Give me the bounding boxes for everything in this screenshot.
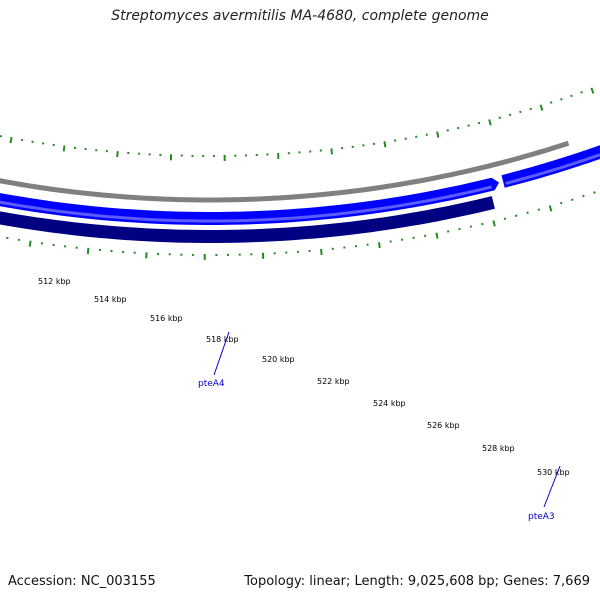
ruler-label: 528 kbp <box>482 444 515 453</box>
outer-tick-ring <box>0 87 595 161</box>
ruler-tick-mark <box>515 214 518 217</box>
outer-tick-mark <box>62 145 66 152</box>
ruler-label: 522 kbp <box>317 377 350 386</box>
gene-label-leader <box>543 465 561 508</box>
outer-tick-mark <box>508 113 512 117</box>
outer-track <box>0 140 570 203</box>
ruler-tick-mark <box>28 240 32 247</box>
reverse-gene-block[interactable] <box>0 195 495 243</box>
outer-tick-mark <box>560 97 563 101</box>
outer-tick-mark <box>116 151 119 158</box>
ruler-label: 530 kbp <box>537 468 570 477</box>
outer-tick-mark <box>9 137 13 144</box>
gene-label-ptea3[interactable]: pteA3 <box>528 512 555 522</box>
outer-tick-mark <box>519 110 522 114</box>
ruler-tick-mark <box>548 205 553 212</box>
outer-tick-mark <box>549 101 553 104</box>
ruler-tick-mark <box>593 191 596 194</box>
gene-label-leader <box>213 331 230 376</box>
forward-gene-highlight <box>0 185 493 223</box>
ruler-label: 516 kbp <box>150 314 183 323</box>
ruler-tick-ring <box>6 191 596 260</box>
outer-tick-mark <box>590 87 595 94</box>
accession-text: Accession: NC_003155 <box>8 574 156 589</box>
ruler-tick-mark <box>492 220 496 227</box>
ruler-labels: 512 kbp 514 kbp 516 kbp 518 kbp 520 kbp … <box>38 277 570 477</box>
ruler-label: 524 kbp <box>373 399 406 408</box>
outer-tick-mark <box>467 124 470 127</box>
outer-tick-mark <box>570 94 573 98</box>
outer-tick-mark <box>446 129 449 132</box>
ruler-tick-mark <box>378 242 381 249</box>
ruler-tick-mark <box>526 211 529 214</box>
outer-tick-mark <box>539 104 544 111</box>
ruler-tick-mark <box>435 232 439 239</box>
outer-tick-mark <box>330 148 333 155</box>
genome-summary-text: Topology: linear; Length: 9,025,608 bp; … <box>244 574 590 589</box>
ruler-tick-mark <box>537 208 541 211</box>
ruler-label: 514 kbp <box>94 295 127 304</box>
outer-tick-mark <box>436 131 440 138</box>
forward-gene-highlight <box>505 153 600 185</box>
map-title: Streptomyces avermitilis MA-4680, comple… <box>111 8 489 24</box>
forward-gene-arrow[interactable] <box>0 177 500 225</box>
outer-tick-mark <box>477 121 481 125</box>
ruler-tick-mark <box>582 194 585 198</box>
outer-tick-mark <box>498 116 501 119</box>
outer-tick-mark <box>488 119 492 126</box>
outer-tick-mark <box>383 141 387 148</box>
ruler-tick-mark <box>320 248 323 255</box>
ruler-label: 526 kbp <box>427 421 460 430</box>
ruler-label: 518 kbp <box>206 335 239 344</box>
ruler-tick-mark <box>571 198 574 202</box>
ruler-tick-mark <box>86 247 90 254</box>
ruler-label: 520 kbp <box>262 355 295 364</box>
ruler-tick-mark <box>559 201 563 205</box>
outer-tick-mark <box>529 107 532 111</box>
gene-labels: pteA4 pteA3 <box>198 331 561 522</box>
ruler-label: 512 kbp <box>38 277 71 286</box>
gene-label-ptea4[interactable]: pteA4 <box>198 379 225 389</box>
outer-tick-mark <box>580 91 583 94</box>
ruler-tick-mark <box>503 217 507 220</box>
